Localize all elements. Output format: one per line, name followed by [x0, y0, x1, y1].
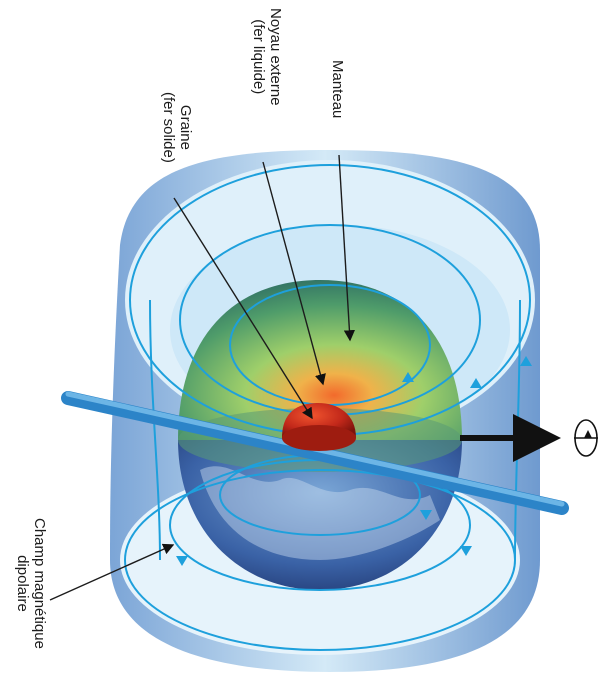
rotation-axis — [61, 391, 569, 515]
label-manteau: Manteau — [329, 60, 346, 119]
label-pointers — [49, 154, 356, 601]
label-champ-magnetique: Champ magnétique dipolaire — [14, 518, 48, 649]
inner-core-base — [282, 425, 356, 451]
label-noyau-externe: Noyau externe (fer liquide) — [250, 8, 284, 106]
earth-globe — [178, 440, 462, 590]
field-lines — [124, 164, 532, 651]
label-graine: Graine (fer solide) — [160, 92, 194, 163]
